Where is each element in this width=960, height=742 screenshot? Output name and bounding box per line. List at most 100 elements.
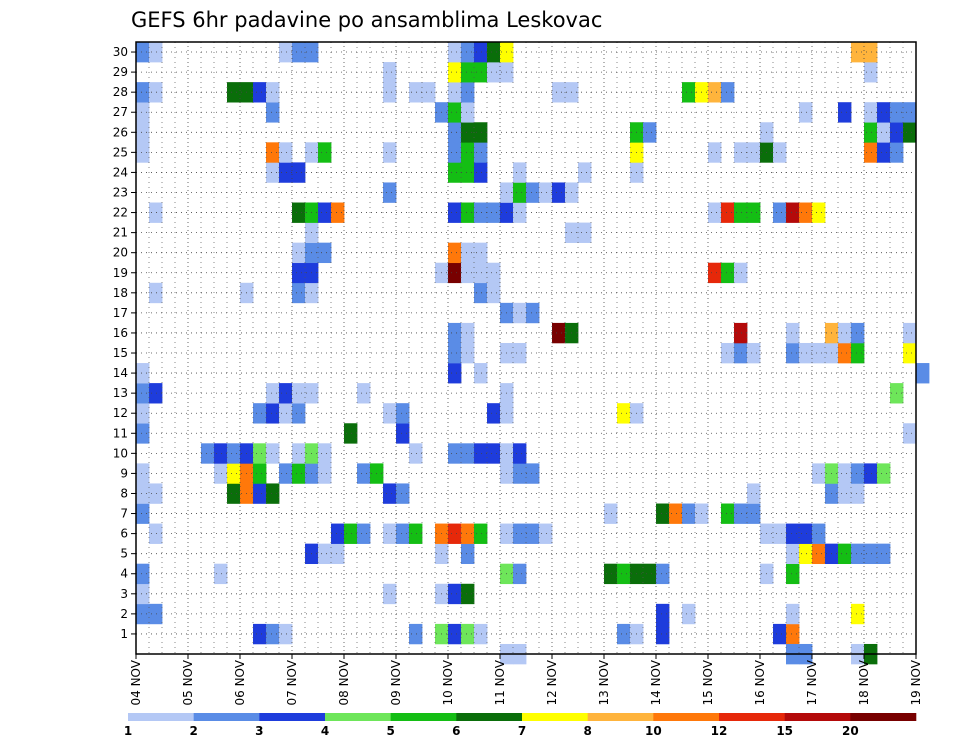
heatmap-cell	[799, 342, 813, 364]
heatmap-cell	[812, 202, 826, 223]
heatmap-cell	[734, 342, 748, 364]
heatmap-cell	[292, 262, 306, 284]
heatmap-cell	[812, 342, 826, 364]
heatmap-cell	[227, 483, 241, 504]
heatmap-cell	[279, 463, 293, 484]
heatmap-cell	[136, 82, 150, 103]
plot-frame	[135, 41, 917, 655]
colorbar-swatch	[719, 713, 785, 721]
y-tick-label: 27	[113, 105, 128, 119]
x-tick-label: 14 NOV	[649, 659, 663, 705]
heatmap-cell	[903, 423, 917, 444]
heatmap-cell	[149, 603, 163, 625]
heatmap-cell	[656, 623, 670, 645]
heatmap-cell	[851, 603, 865, 625]
heatmap-cell	[513, 162, 527, 183]
heatmap-cell	[526, 302, 540, 324]
heatmap-cell	[136, 363, 150, 384]
heatmap-cell	[357, 523, 371, 544]
heatmap-cell	[149, 82, 163, 103]
heatmap-cell	[253, 403, 267, 424]
x-tick-label: 15 NOV	[701, 659, 715, 705]
heatmap-cell	[461, 523, 475, 544]
x-tick-label: 18 NOV	[857, 659, 871, 705]
y-tick-label: 29	[113, 65, 128, 79]
heatmap-cell	[747, 342, 761, 364]
y-tick-label: 26	[113, 125, 128, 139]
heatmap-cell	[734, 202, 748, 223]
heatmap-cell	[461, 342, 475, 364]
heatmap-cell	[266, 102, 280, 123]
colorbar-tick-label: 12	[711, 724, 728, 738]
heatmap-cell	[864, 42, 878, 63]
heatmap-cell	[461, 242, 475, 264]
heatmap-cell	[643, 563, 657, 585]
heatmap-cell	[552, 322, 566, 344]
heatmap-cell	[487, 202, 501, 223]
heatmap-cell	[214, 463, 228, 484]
heatmap-cell	[292, 202, 306, 223]
colorbar-swatch	[193, 713, 260, 721]
heatmap-cell	[786, 202, 800, 223]
heatmap-cell	[461, 82, 475, 103]
heatmap-cell	[708, 262, 722, 284]
heatmap-cell	[474, 282, 488, 304]
heatmap-cell	[383, 142, 397, 163]
heatmap-cell	[409, 623, 423, 645]
heatmap-cell	[747, 202, 761, 223]
heatmap-cell	[214, 443, 228, 464]
y-tick-label: 12	[113, 406, 128, 420]
x-tick-label: 11 NOV	[493, 659, 507, 705]
heatmap-cell	[526, 463, 540, 484]
y-tick-label: 20	[113, 246, 128, 260]
heatmap-cell	[279, 162, 293, 183]
heatmap-cell	[721, 342, 735, 364]
heatmap-cell	[201, 443, 215, 464]
y-tick-label: 28	[113, 85, 128, 99]
heatmap-cell	[552, 82, 566, 103]
heatmap-cell	[786, 322, 800, 344]
heatmap-cell	[617, 623, 631, 645]
heatmap-cell	[812, 543, 826, 565]
heatmap-cell	[487, 443, 501, 464]
heatmap-cell	[851, 463, 865, 484]
heatmap-cell	[383, 483, 397, 504]
heatmap-cell	[513, 182, 527, 203]
heatmap-cell	[318, 202, 332, 223]
heatmap-cell	[461, 623, 475, 645]
y-tick-label: 7	[120, 507, 128, 521]
heatmap-cell	[266, 383, 280, 404]
heatmap-cell	[903, 102, 917, 123]
heatmap-cell	[838, 322, 852, 344]
heatmap-cell	[838, 463, 852, 484]
x-tick-label: 13 NOV	[597, 659, 611, 705]
heatmap-cell	[799, 523, 813, 544]
heatmap-cell	[461, 42, 475, 63]
heatmap-cell	[396, 423, 410, 444]
heatmap-cell	[487, 62, 501, 83]
heatmap-cell	[149, 202, 163, 223]
heatmap-cell	[877, 142, 891, 163]
y-tick-label: 6	[120, 527, 128, 541]
heatmap-cell	[409, 523, 423, 544]
heatmap-cell	[708, 82, 722, 103]
colorbar-tick-label: 20	[842, 724, 859, 738]
heatmap-cell	[487, 262, 501, 284]
colorbar-tick-label: 7	[518, 724, 526, 738]
heatmap-cell	[461, 202, 475, 223]
heatmap-cell	[539, 523, 553, 544]
heatmap-cell	[552, 182, 566, 203]
heatmap-cell	[266, 162, 280, 183]
heatmap-cell	[136, 503, 150, 524]
heatmap-cell	[838, 102, 852, 123]
heatmap-cell	[253, 623, 267, 645]
x-tick-label: 19 NOV	[909, 659, 923, 705]
heatmap-cell	[513, 202, 527, 223]
x-tick-label: 04 NOV	[129, 659, 143, 705]
heatmap-cell	[448, 62, 462, 83]
heatmap-cell	[747, 503, 761, 524]
y-tick-label: 13	[113, 386, 128, 400]
heatmap-cell	[279, 403, 293, 424]
heatmap-cell	[318, 463, 332, 484]
heatmap-cell	[448, 202, 462, 223]
